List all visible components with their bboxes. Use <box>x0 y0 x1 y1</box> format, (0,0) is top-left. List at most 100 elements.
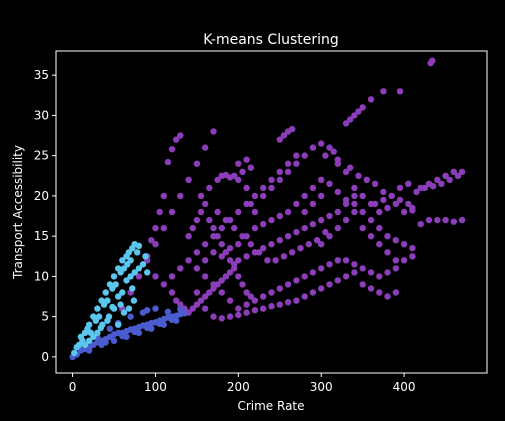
data-point <box>400 208 408 216</box>
data-point <box>168 146 176 153</box>
data-point <box>380 196 387 204</box>
data-point <box>243 156 250 163</box>
data-point <box>202 305 209 312</box>
data-point <box>110 337 118 344</box>
data-point <box>351 184 358 192</box>
data-point <box>326 212 333 220</box>
data-point <box>168 208 176 216</box>
data-point <box>109 303 116 311</box>
data-point <box>438 180 445 187</box>
data-point <box>396 88 404 95</box>
x-tick-label: 100 <box>144 380 167 394</box>
data-point <box>202 144 209 151</box>
data-point <box>210 313 217 320</box>
data-point <box>268 216 275 224</box>
data-point <box>156 320 163 328</box>
data-point <box>326 281 333 288</box>
data-point <box>239 168 246 175</box>
data-point <box>214 208 221 216</box>
data-point <box>164 308 172 315</box>
data-point <box>160 192 167 200</box>
data-point <box>405 180 412 187</box>
data-point <box>392 237 399 244</box>
data-point <box>247 293 254 300</box>
data-point <box>276 237 283 244</box>
data-point <box>450 168 457 175</box>
data-point <box>334 156 341 163</box>
data-point <box>293 228 300 236</box>
data-point <box>130 297 138 304</box>
x-axis-ticks: 0 100 200 300 400 <box>69 373 416 394</box>
data-point <box>309 220 317 228</box>
data-point <box>458 168 466 175</box>
data-point <box>119 289 126 296</box>
data-point <box>384 269 391 276</box>
data-point <box>289 249 296 256</box>
data-point <box>144 307 151 314</box>
data-point <box>450 218 457 225</box>
data-point <box>309 200 317 208</box>
data-point <box>243 301 250 308</box>
data-point <box>342 216 350 224</box>
data-point <box>355 108 362 115</box>
y-axis-label: Transport Accessibility <box>11 145 25 280</box>
data-point <box>371 180 379 187</box>
data-point <box>322 152 329 159</box>
data-point <box>359 208 366 216</box>
data-point <box>276 285 283 292</box>
data-point <box>355 172 362 179</box>
data-point <box>284 168 292 175</box>
data-point <box>127 273 134 280</box>
data-point <box>125 305 133 312</box>
data-point <box>309 289 317 296</box>
data-point <box>210 128 217 135</box>
data-point <box>197 297 205 304</box>
y-tick-label: 35 <box>34 68 49 82</box>
data-point <box>226 297 234 304</box>
data-point <box>185 257 192 264</box>
data-point <box>334 188 341 196</box>
data-point <box>309 184 317 192</box>
data-point <box>342 257 350 264</box>
data-point <box>193 301 201 308</box>
data-point <box>301 273 308 280</box>
data-point <box>284 233 292 240</box>
x-axis-label: Crime Rate <box>237 399 304 413</box>
data-point <box>94 329 101 336</box>
data-point <box>260 220 267 228</box>
data-point <box>218 289 225 296</box>
x-tick-label: 0 <box>69 380 77 394</box>
data-point <box>206 184 213 192</box>
data-point <box>95 313 103 320</box>
data-points <box>69 57 466 361</box>
data-point <box>214 233 221 240</box>
data-point <box>94 305 101 312</box>
data-point <box>131 328 138 336</box>
data-point <box>268 303 275 310</box>
data-point <box>260 192 267 200</box>
data-point <box>276 168 283 175</box>
data-point <box>173 136 180 143</box>
data-point <box>396 196 404 204</box>
data-point <box>104 317 111 324</box>
data-point <box>326 144 333 151</box>
data-point <box>177 301 184 308</box>
data-point <box>363 176 370 183</box>
data-point <box>247 241 254 248</box>
data-point <box>309 269 317 276</box>
data-point <box>318 285 325 292</box>
data-point <box>214 281 221 288</box>
data-point <box>243 200 250 208</box>
data-point <box>376 241 383 248</box>
data-point <box>284 208 292 216</box>
data-point <box>218 253 225 260</box>
data-point <box>334 208 341 216</box>
data-point <box>247 164 254 171</box>
y-tick-label: 10 <box>34 269 49 283</box>
data-point <box>104 297 111 304</box>
data-point <box>405 200 412 208</box>
data-point <box>276 212 283 220</box>
data-point <box>119 257 126 264</box>
data-point <box>235 311 242 319</box>
data-point <box>135 273 143 280</box>
